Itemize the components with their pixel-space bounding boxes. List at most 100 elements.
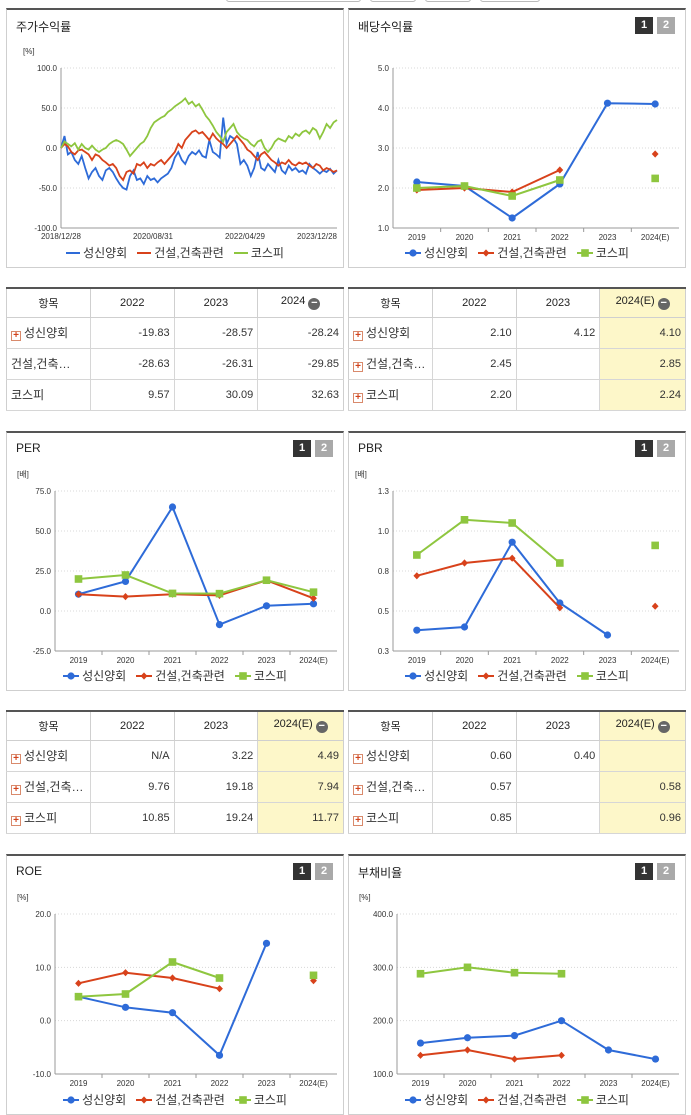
expand-plus-icon[interactable]: +	[353, 816, 363, 826]
legend-item-kospi[interactable]: 코스피	[576, 244, 629, 261]
table-row: + 건설,건축… 9.76 19.18 7.94	[6, 771, 344, 803]
expand-plus-icon[interactable]: +	[11, 754, 21, 764]
column-header-label: 2022	[462, 719, 487, 732]
view-1-button[interactable]: 1	[635, 440, 653, 457]
data-point-kospi	[508, 519, 516, 527]
panel-title: 주가수익률	[16, 20, 72, 34]
data-point-kospi	[168, 958, 177, 966]
data-point-company	[215, 621, 224, 629]
legend-item-kospi[interactable]: 코스피	[576, 667, 629, 684]
legend-item-kospi[interactable]: 코스피	[233, 244, 284, 261]
view-2-button[interactable]: 2	[657, 440, 675, 457]
expand-plus-icon[interactable]: +	[353, 785, 363, 795]
legend-item-company[interactable]: 성신양회	[405, 667, 468, 684]
expand-plus-icon[interactable]: +	[11, 785, 21, 795]
expand-plus-icon[interactable]: +	[11, 331, 21, 341]
legend-label: 건설,건축관련	[155, 1093, 225, 1107]
data-point-kospi	[556, 559, 564, 567]
data-point-industry	[556, 604, 564, 612]
legend-marker	[482, 248, 490, 257]
table-cell: 19.18	[173, 771, 258, 803]
x-tick-label: 2023	[599, 233, 617, 242]
legend-item-company[interactable]: 성신양회	[405, 244, 468, 261]
legend-item-industry[interactable]: 건설,건축관련	[136, 667, 225, 684]
table-cell: 2.45	[431, 348, 517, 380]
y-tick-label: 100.0	[373, 1070, 394, 1079]
legend-item-kospi[interactable]: 코스피	[234, 667, 287, 684]
expand-plus-icon[interactable]: +	[353, 754, 363, 764]
expand-plus-icon[interactable]: +	[353, 331, 363, 341]
toolbar-button[interactable]	[370, 0, 416, 2]
toolbar-button[interactable]	[480, 0, 540, 2]
table-cell: 2.10	[431, 317, 517, 349]
table-cell	[599, 740, 686, 772]
x-tick-label: 2022	[553, 1079, 571, 1088]
row-label-text: 코스피	[24, 811, 58, 825]
view-1-button[interactable]: 1	[635, 863, 653, 880]
toolbar-button[interactable]	[226, 0, 361, 2]
data-point-industry	[413, 572, 421, 580]
view-1-button[interactable]: 1	[293, 440, 311, 457]
table-cell: 0.60	[431, 740, 517, 772]
y-tick-label: 100.0	[37, 64, 58, 73]
column-header: 2023	[515, 711, 600, 741]
view-2-button[interactable]: 2	[657, 17, 675, 34]
y-tick-label: 2.0	[378, 184, 390, 193]
view-2-button[interactable]: 2	[657, 863, 675, 880]
collapse-minus-icon[interactable]: −	[308, 298, 321, 311]
y-tick-label: -50.0	[39, 184, 58, 193]
series-line-industry	[420, 1048, 562, 1061]
expand-plus-icon[interactable]: +	[11, 816, 21, 826]
collapse-minus-icon[interactable]: −	[315, 721, 328, 734]
toolbar-button[interactable]	[425, 0, 471, 2]
expand-plus-icon[interactable]: +	[353, 393, 363, 403]
row-label: 코스피	[6, 379, 91, 411]
collapse-minus-icon[interactable]: −	[657, 721, 670, 734]
column-header: 2023	[173, 288, 258, 318]
column-header-label: 항목	[38, 297, 59, 310]
legend-item-kospi[interactable]: 코스피	[576, 1091, 629, 1108]
legend-item-industry[interactable]: 건설,건축관련	[478, 244, 567, 261]
data-point-industry	[651, 150, 659, 158]
legend-label: 건설,건축관련	[497, 246, 567, 260]
legend-item-kospi[interactable]: 코스피	[234, 1091, 287, 1108]
table-row: 건설,건축… -28.63 -26.31 -29.85	[6, 348, 344, 380]
column-header: 2022	[89, 711, 175, 741]
table-cell	[515, 348, 600, 380]
row-label-text: 성신양회	[24, 749, 69, 763]
legend-item-company[interactable]: 성신양회	[63, 667, 126, 684]
view-1-button[interactable]: 1	[635, 17, 653, 34]
view-2-button[interactable]: 2	[315, 863, 333, 880]
row-label-text: 코스피	[366, 388, 400, 402]
y-tick-label: 400.0	[373, 910, 394, 919]
legend-marker	[581, 671, 589, 680]
data-point-kospi	[651, 541, 659, 550]
data-point-industry	[75, 979, 82, 987]
y-tick-label: 20.0	[35, 910, 51, 919]
table-cell: N/A	[89, 740, 175, 772]
data-point-kospi	[309, 971, 318, 980]
data-point-kospi	[74, 992, 83, 1001]
legend-item-industry[interactable]: 건설,건축관련	[478, 1091, 567, 1108]
x-tick-label: 2023	[600, 1079, 618, 1088]
expand-plus-icon[interactable]: +	[353, 362, 363, 372]
legend-label: 코스피	[595, 246, 629, 260]
data-point-company	[603, 99, 612, 107]
legend-item-industry[interactable]: 건설,건축관련	[478, 667, 567, 684]
table-cell: 19.24	[173, 802, 258, 834]
legend-item-company[interactable]: 성신양회	[66, 244, 127, 261]
y-tick-label: 0.0	[46, 144, 58, 153]
legend-item-company[interactable]: 성신양회	[63, 1091, 126, 1108]
data-point-industry	[310, 977, 317, 985]
x-tick-label: 2019	[70, 1079, 88, 1088]
legend-item-company[interactable]: 성신양회	[405, 1091, 468, 1108]
legend-item-industry[interactable]: 건설,건축관련	[137, 244, 224, 261]
view-2-button[interactable]: 2	[315, 440, 333, 457]
data-point-company	[262, 939, 271, 947]
collapse-minus-icon[interactable]: −	[657, 298, 670, 311]
y-tick-label: 50.0	[41, 104, 57, 113]
row-label: + 성신양회	[6, 317, 91, 349]
legend-item-industry[interactable]: 건설,건축관련	[136, 1091, 225, 1108]
view-1-button[interactable]: 1	[293, 863, 311, 880]
